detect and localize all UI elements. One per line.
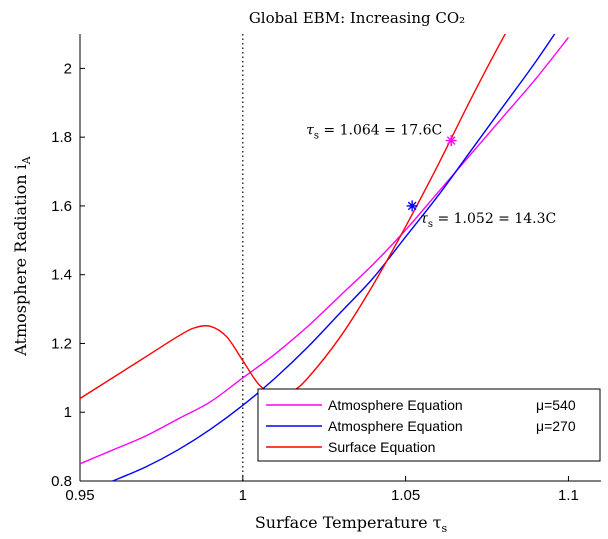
legend-entry: Surface Equation — [266, 439, 435, 455]
intersection-label-subscript: s — [428, 219, 433, 230]
y-tick-label: 2 — [64, 60, 72, 77]
intersection-marker — [406, 200, 418, 212]
intersection-label-value: = 1.052 = 14.3C — [433, 211, 556, 227]
intersection-label-symbol: τ — [420, 211, 428, 227]
intersection-label-subscript: s — [314, 131, 319, 142]
surface-curve — [80, 34, 507, 400]
legend-box — [257, 388, 601, 462]
x-axis-label-subscript: s — [442, 522, 448, 535]
intersection-label: τs = 1.052 = 14.3C — [420, 211, 556, 230]
y-ticks: 0.8 1 1.2 1.4 1.6 1.8 2 — [51, 60, 85, 490]
legend-label: Atmosphere Equation — [328, 397, 463, 413]
intersection-label: τs = 1.064 = 17.6C — [306, 123, 442, 142]
x-tick-label: 0.95 — [65, 487, 94, 504]
atmosphere-curve-mu540 — [80, 37, 569, 465]
x-tick-label: 1.1 — [558, 487, 579, 504]
legend-mu-label: μ=540 — [536, 397, 576, 413]
y-tick-label: 1 — [64, 404, 72, 421]
y-tick-label: 1.6 — [51, 198, 72, 215]
legend-entry: Atmosphere Equation μ=270 — [266, 418, 576, 434]
legend-entry: Atmosphere Equation μ=540 — [266, 397, 576, 413]
chart-title: Global EBM: Increasing CO₂ — [249, 9, 465, 27]
intersection-marker — [445, 135, 457, 147]
x-ticks: 0.95 1 1.05 1.1 — [65, 476, 579, 504]
legend-mu-label: μ=270 — [536, 418, 576, 434]
y-axis-label-subscript: A — [20, 155, 33, 165]
y-axis-label: Atmosphere Radiation iA — [11, 155, 33, 356]
x-tick-label: 1 — [239, 487, 247, 504]
intersection-label-symbol: τ — [306, 123, 314, 139]
legend-label: Surface Equation — [328, 439, 435, 455]
axes — [79, 34, 601, 482]
x-axis-label: Surface Temperature τs — [255, 513, 448, 535]
legend-label: Atmosphere Equation — [328, 418, 463, 434]
atmosphere-curve-mu270 — [112, 34, 556, 481]
intersection-label-value: = 1.064 = 17.6C — [319, 123, 442, 139]
x-axis-label-main: Surface Temperature τ — [255, 513, 442, 532]
x-tick-label: 1.05 — [391, 487, 420, 504]
y-axis-label-main: Atmosphere Radiation i — [11, 164, 30, 356]
y-tick-label: 1.8 — [51, 129, 72, 146]
y-tick-label: 1.4 — [51, 267, 72, 284]
y-tick-label: 1.2 — [51, 335, 72, 352]
y-tick-label: 0.8 — [51, 473, 72, 490]
